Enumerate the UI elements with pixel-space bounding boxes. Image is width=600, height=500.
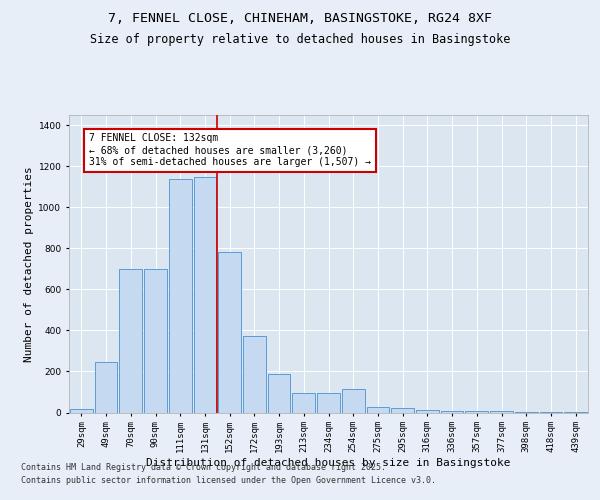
Bar <box>194 176 216 412</box>
Bar <box>144 269 167 412</box>
X-axis label: Distribution of detached houses by size in Basingstoke: Distribution of detached houses by size … <box>146 458 511 468</box>
Y-axis label: Number of detached properties: Number of detached properties <box>24 166 34 362</box>
Bar <box>70 409 93 412</box>
Bar <box>342 389 365 412</box>
Bar <box>416 410 439 412</box>
Bar <box>243 336 266 412</box>
Bar <box>466 411 488 412</box>
Text: 7, FENNEL CLOSE, CHINEHAM, BASINGSTOKE, RG24 8XF: 7, FENNEL CLOSE, CHINEHAM, BASINGSTOKE, … <box>108 12 492 26</box>
Text: Contains public sector information licensed under the Open Government Licence v3: Contains public sector information licen… <box>21 476 436 485</box>
Bar <box>119 269 142 412</box>
Bar <box>441 411 463 412</box>
Bar <box>317 393 340 412</box>
Bar <box>169 178 191 412</box>
Bar <box>367 408 389 412</box>
Bar <box>268 374 290 412</box>
Bar <box>292 393 315 412</box>
Bar <box>95 362 118 412</box>
Bar <box>218 252 241 412</box>
Text: Size of property relative to detached houses in Basingstoke: Size of property relative to detached ho… <box>90 32 510 46</box>
Text: Contains HM Land Registry data © Crown copyright and database right 2025.: Contains HM Land Registry data © Crown c… <box>21 464 386 472</box>
Bar <box>391 408 414 412</box>
Text: 7 FENNEL CLOSE: 132sqm
← 68% of detached houses are smaller (3,260)
31% of semi-: 7 FENNEL CLOSE: 132sqm ← 68% of detached… <box>89 134 371 166</box>
